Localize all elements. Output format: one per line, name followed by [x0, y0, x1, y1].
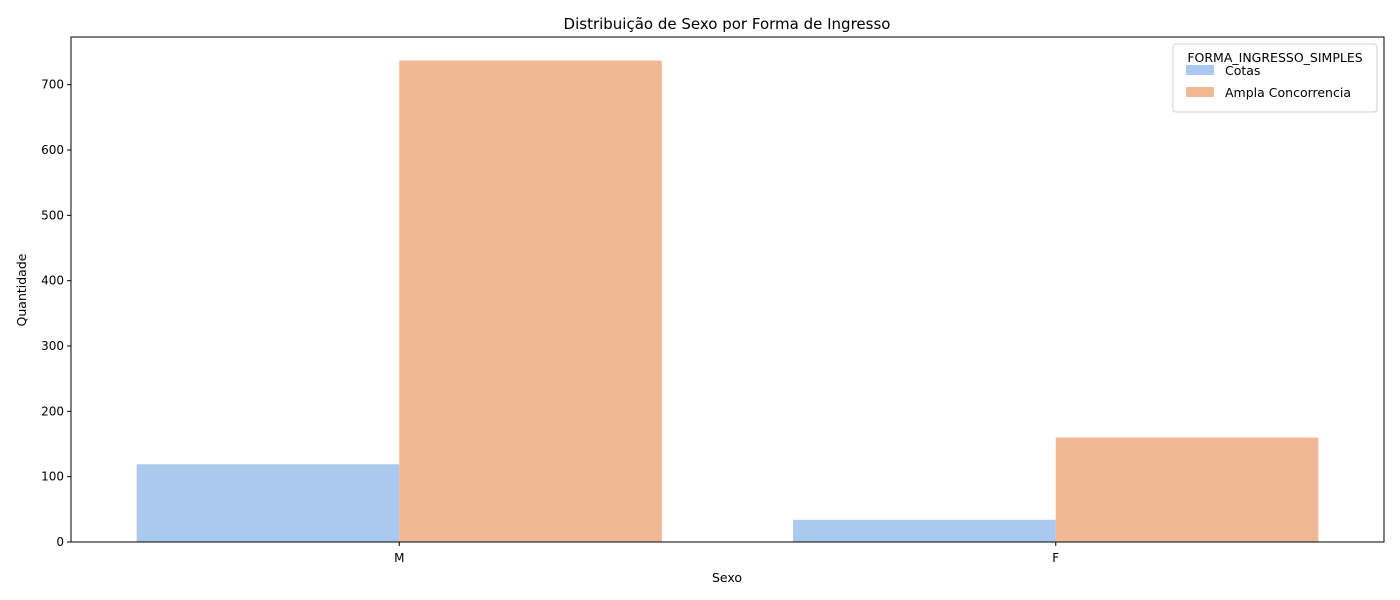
- y-tick-label: 500: [41, 208, 64, 222]
- y-tick-label: 400: [41, 274, 64, 288]
- y-tick-label: 700: [41, 78, 64, 92]
- plot-frame: [70, 36, 1385, 543]
- x-tick-label: M: [394, 551, 404, 565]
- legend-swatch: [1186, 87, 1214, 97]
- legend-label: Cotas: [1225, 63, 1260, 78]
- y-tick-label: 200: [41, 404, 64, 418]
- y-axis-label: Quantidade: [14, 253, 29, 326]
- legend: FORMA_INGRESSO_SIMPLES Cotas Ampla Concor…: [1172, 43, 1378, 113]
- y-tick-label: 0: [56, 535, 64, 549]
- y-tick-label: 100: [41, 470, 64, 484]
- y-tick-label: 300: [41, 339, 64, 353]
- y-tick-label: 600: [41, 143, 64, 157]
- legend-label: Ampla Concorrencia: [1225, 85, 1351, 100]
- bar-ampla-concorrencia-f: [1055, 437, 1319, 542]
- bar-ampla-concorrencia-m: [399, 60, 662, 543]
- bar-cotas-m: [136, 464, 400, 542]
- legend-title: FORMA_INGRESSO_SIMPLES: [1187, 50, 1362, 65]
- bars-group: [136, 60, 1319, 543]
- x-tick-label: F: [1052, 551, 1059, 565]
- chart-title: Distribuição de Sexo por Forma de Ingres…: [564, 15, 891, 33]
- bar-cotas-f: [793, 519, 1056, 542]
- legend-items: Cotas Ampla Concorrencia: [1186, 63, 1351, 100]
- y-axis-ticks: 0 100 200 300 400 500 600 700: [41, 78, 71, 549]
- legend-box: [1172, 43, 1378, 113]
- x-axis-label: Sexo: [712, 570, 742, 585]
- legend-swatch: [1186, 65, 1214, 75]
